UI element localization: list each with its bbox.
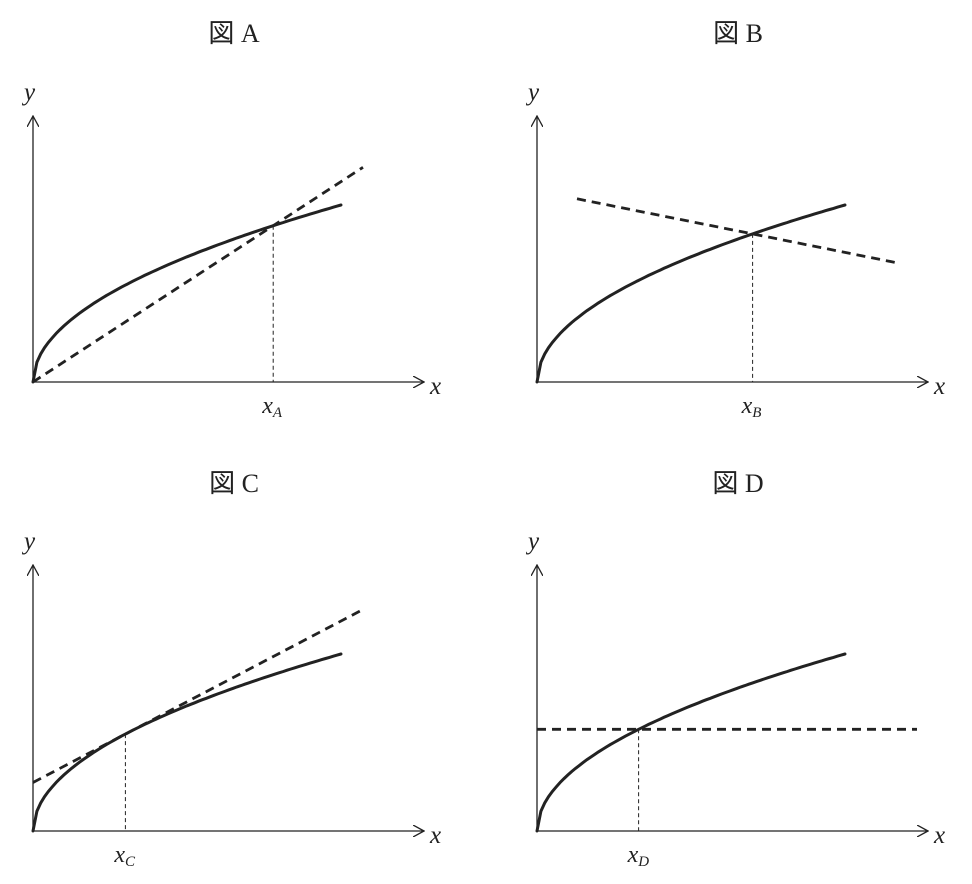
panel-a-point-base: x (261, 393, 273, 419)
panel-b-x-label: x (933, 373, 945, 400)
panel-b: 図 B y x xB (525, 19, 945, 421)
panel-b-point-label: xB (741, 393, 762, 421)
panel-d-point-label: xD (627, 842, 650, 870)
panel-a-point-sub: A (272, 405, 283, 421)
panel-d-point-sub: D (637, 854, 649, 870)
panel-a-y-label: y (21, 79, 36, 106)
panel-a-title: 図 A (208, 19, 260, 48)
panel-a-dashed-line (32, 166, 364, 384)
panel-d-y-label: y (525, 528, 540, 555)
panel-d-title: 図 D (712, 469, 763, 498)
panel-a: 図 A y x xA (21, 19, 441, 421)
panel-c-x-label: x (429, 822, 441, 849)
panel-b-y-label: y (525, 79, 540, 106)
panel-b-point-sub: B (752, 405, 761, 421)
panel-a-point-label: xA (261, 393, 283, 421)
panel-c-dashed-line (32, 608, 364, 784)
panel-b-point-base: x (741, 393, 753, 419)
panel-b-curve (535, 203, 847, 384)
panel-c: 図 C y x xC (21, 469, 441, 870)
panel-a-x-label: x (429, 373, 441, 400)
panel-c-point-sub: C (125, 854, 136, 870)
panel-b-title: 図 B (713, 19, 763, 48)
panel-d-x-label: x (933, 822, 945, 849)
panel-c-y-label: y (21, 528, 36, 555)
panel-d-curve (535, 652, 847, 833)
panel-d: 図 D y x xD (525, 469, 945, 870)
panel-c-curve (31, 652, 343, 833)
panel-c-point-base: x (113, 842, 125, 868)
panel-d-point-base: x (627, 842, 639, 868)
panel-c-title: 図 C (209, 469, 259, 498)
panel-b-dashed-line (576, 197, 896, 264)
panel-c-point-label: xC (113, 842, 136, 870)
panel-a-curve (31, 203, 343, 384)
